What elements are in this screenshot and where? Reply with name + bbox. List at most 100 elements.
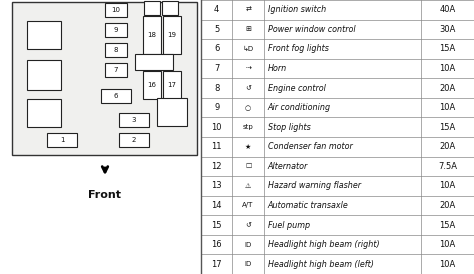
Bar xyxy=(119,113,149,127)
Text: 13: 13 xyxy=(211,181,222,190)
Bar xyxy=(101,89,131,103)
Text: 5: 5 xyxy=(214,25,219,34)
Text: 18: 18 xyxy=(147,32,156,38)
Text: 7: 7 xyxy=(114,67,118,73)
Text: 8: 8 xyxy=(214,84,219,93)
Bar xyxy=(201,156,474,176)
Text: ○: ○ xyxy=(245,105,251,111)
Text: 10A: 10A xyxy=(439,64,456,73)
Text: 10: 10 xyxy=(211,123,222,132)
Bar xyxy=(201,255,474,274)
Bar xyxy=(201,118,474,137)
Text: 7.5A: 7.5A xyxy=(438,162,457,171)
Text: ⇢: ⇢ xyxy=(245,65,251,72)
Bar xyxy=(143,16,161,54)
Text: Hazard warning flasher: Hazard warning flasher xyxy=(268,181,361,190)
Bar xyxy=(105,63,127,77)
Text: Fuel pump: Fuel pump xyxy=(268,221,310,230)
Text: stp: stp xyxy=(243,124,254,130)
Text: 11: 11 xyxy=(211,142,222,151)
Text: 20A: 20A xyxy=(439,201,456,210)
Bar xyxy=(27,99,61,127)
Text: 6: 6 xyxy=(214,44,219,53)
Text: 12: 12 xyxy=(211,162,222,171)
Text: 4: 4 xyxy=(214,5,219,14)
Text: 40A: 40A xyxy=(439,5,456,14)
Text: Front fog lights: Front fog lights xyxy=(268,44,328,53)
Bar xyxy=(201,98,474,118)
Text: ↺: ↺ xyxy=(245,85,251,91)
Text: A/T: A/T xyxy=(242,202,254,209)
Text: 15: 15 xyxy=(211,221,222,230)
Bar xyxy=(135,54,173,70)
Text: 7: 7 xyxy=(214,64,219,73)
Text: ⇄: ⇄ xyxy=(245,7,251,13)
Text: 10A: 10A xyxy=(439,240,456,249)
Text: 16: 16 xyxy=(211,240,222,249)
Bar xyxy=(105,23,127,37)
Text: 9: 9 xyxy=(114,27,118,33)
Text: 6: 6 xyxy=(114,93,118,99)
Bar xyxy=(119,133,149,147)
Text: 20A: 20A xyxy=(439,142,456,151)
Text: Stop lights: Stop lights xyxy=(268,123,310,132)
Text: 9: 9 xyxy=(214,103,219,112)
Text: 17: 17 xyxy=(211,260,222,269)
Text: 2: 2 xyxy=(132,137,136,143)
Text: 10: 10 xyxy=(111,7,120,13)
Text: Air conditioning: Air conditioning xyxy=(268,103,331,112)
Text: ↳D: ↳D xyxy=(243,46,254,52)
Text: 17: 17 xyxy=(167,82,176,88)
Text: Engine control: Engine control xyxy=(268,84,326,93)
Text: 20A: 20A xyxy=(439,84,456,93)
Text: Power window control: Power window control xyxy=(268,25,356,34)
Bar xyxy=(157,98,187,126)
Bar xyxy=(12,2,197,155)
Bar xyxy=(201,235,474,255)
Bar xyxy=(201,59,474,78)
Bar xyxy=(201,78,474,98)
Text: Alternator: Alternator xyxy=(268,162,308,171)
Text: Headlight high beam (right): Headlight high beam (right) xyxy=(268,240,379,249)
Bar xyxy=(201,215,474,235)
Bar xyxy=(201,137,474,156)
Text: 3: 3 xyxy=(132,117,136,123)
Bar xyxy=(201,0,474,19)
Bar xyxy=(27,60,61,90)
Text: 19: 19 xyxy=(167,32,176,38)
Text: ⊞: ⊞ xyxy=(245,26,251,32)
Text: ID: ID xyxy=(245,261,252,267)
Bar xyxy=(27,21,61,49)
Bar xyxy=(105,43,127,57)
Bar xyxy=(47,133,77,147)
Bar xyxy=(143,71,161,99)
Bar xyxy=(105,3,127,17)
Bar xyxy=(163,71,181,99)
Text: 15A: 15A xyxy=(439,44,456,53)
Text: 1: 1 xyxy=(60,137,64,143)
Text: ID: ID xyxy=(245,242,252,248)
Bar xyxy=(201,176,474,196)
Text: 30A: 30A xyxy=(439,25,456,34)
Text: Headlight high beam (left): Headlight high beam (left) xyxy=(268,260,374,269)
Bar xyxy=(162,1,178,15)
Text: 10A: 10A xyxy=(439,260,456,269)
Text: ★: ★ xyxy=(245,144,251,150)
Text: 15A: 15A xyxy=(439,123,456,132)
Bar xyxy=(144,1,160,15)
Text: 16: 16 xyxy=(147,82,156,88)
Text: ☐: ☐ xyxy=(245,163,251,169)
Bar xyxy=(201,39,474,59)
Bar xyxy=(201,19,474,39)
Text: Condenser fan motor: Condenser fan motor xyxy=(268,142,353,151)
Text: Ignition switch: Ignition switch xyxy=(268,5,326,14)
Text: 15A: 15A xyxy=(439,221,456,230)
Text: 8: 8 xyxy=(114,47,118,53)
Text: 10A: 10A xyxy=(439,181,456,190)
Text: ⚠: ⚠ xyxy=(245,183,251,189)
Text: Horn: Horn xyxy=(268,64,287,73)
Text: Front: Front xyxy=(89,190,121,200)
Text: 10A: 10A xyxy=(439,103,456,112)
Bar xyxy=(163,16,181,54)
Text: ↺: ↺ xyxy=(245,222,251,228)
